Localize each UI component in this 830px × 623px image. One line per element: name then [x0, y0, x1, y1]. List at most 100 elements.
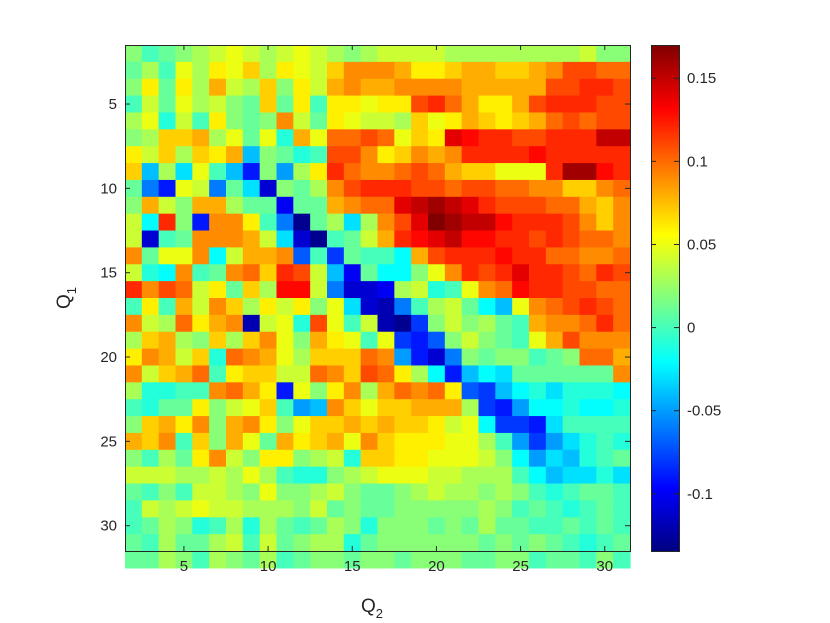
heatmap-cell [125, 517, 143, 535]
heatmap-cell [596, 416, 614, 434]
heatmap-cell [529, 382, 547, 400]
heatmap-cell [461, 281, 480, 299]
heatmap-cell [596, 95, 614, 114]
heatmap-cell [141, 314, 160, 333]
heatmap-cell [310, 95, 328, 114]
heatmap-cell [562, 432, 581, 451]
heatmap-cell [529, 416, 547, 434]
heatmap-cell [175, 399, 193, 417]
heatmap-cell [613, 382, 631, 400]
heatmap-cell [478, 348, 496, 367]
heatmap-cell [377, 196, 395, 215]
heatmap-cell [529, 534, 547, 552]
colorbar-tick-label: -0.1 [687, 486, 713, 503]
heatmap-cell [495, 129, 513, 147]
heatmap-cell [613, 247, 631, 265]
heatmap-cell [226, 298, 244, 316]
heatmap-cell [209, 264, 227, 282]
heatmap-cell [579, 112, 597, 130]
heatmap-cell [343, 179, 362, 198]
colorbar-tick-label: 0.15 [687, 70, 716, 87]
heatmap-cell [579, 163, 597, 181]
heatmap-cell [343, 331, 362, 350]
heatmap-cell [545, 45, 564, 63]
heatmap-cell [226, 146, 244, 164]
heatmap-cell [377, 348, 395, 367]
heatmap-cell [192, 449, 210, 468]
heatmap-cell [428, 382, 446, 400]
heatmap-cell [343, 61, 362, 80]
heatmap-cell [327, 163, 345, 181]
heatmap-cell [579, 348, 597, 367]
heatmap-cell [226, 348, 244, 367]
heatmap-cell [444, 129, 463, 147]
heatmap-cell [394, 196, 412, 215]
heatmap-cell [529, 95, 547, 114]
heatmap-cell [276, 399, 294, 417]
heatmap-cell [192, 466, 210, 485]
heatmap-cell [327, 213, 345, 232]
heatmap-cell [579, 61, 597, 80]
heatmap-cell [394, 112, 412, 130]
heatmap-cell [478, 179, 496, 198]
heatmap-cell [276, 517, 294, 535]
heatmap-cell [226, 399, 244, 417]
heatmap-cell [562, 163, 581, 181]
heatmap-cell [444, 483, 463, 501]
heatmap-cell [242, 298, 261, 316]
heatmap-cell [125, 483, 143, 501]
heatmap-cell [596, 483, 614, 501]
heatmap-cell [293, 230, 311, 248]
heatmap-cell [613, 416, 631, 434]
heatmap-cell [209, 78, 227, 97]
heatmap-cell [175, 78, 193, 97]
heatmap-cell [242, 500, 261, 518]
heatmap-cell [411, 129, 429, 147]
heatmap-cell [175, 95, 193, 114]
heatmap-cell [141, 112, 160, 130]
heatmap-cell [293, 112, 311, 130]
heatmap-cell [343, 45, 362, 63]
heatmap-cell [360, 95, 379, 114]
heatmap-cell [613, 196, 631, 215]
heatmap-cell [529, 112, 547, 130]
heatmap-cell [495, 365, 513, 383]
heatmap-cell [293, 416, 311, 434]
heatmap-cell [158, 551, 177, 569]
heatmap-cell [327, 264, 345, 282]
heatmap-cell [512, 45, 530, 63]
heatmap-cell [478, 534, 496, 552]
heatmap-cell [242, 551, 261, 569]
heatmap-cell [495, 146, 513, 164]
heatmap-cell [394, 281, 412, 299]
heatmap-cell [512, 432, 530, 451]
heatmap-cell [394, 247, 412, 265]
heatmap-cell [613, 466, 631, 485]
heatmap-cell [512, 264, 530, 282]
heatmap-cell [545, 264, 564, 282]
heatmap-cell [192, 129, 210, 147]
heatmap-cell [411, 196, 429, 215]
heatmap-cell [613, 500, 631, 518]
heatmap-cell [394, 146, 412, 164]
heatmap-cell [209, 230, 227, 248]
heatmap-cell [529, 517, 547, 535]
heatmap-cell [444, 517, 463, 535]
heatmap-cell [343, 95, 362, 114]
heatmap-cell [242, 281, 261, 299]
heatmap-cell [276, 146, 294, 164]
heatmap-cell [226, 179, 244, 198]
heatmap-cell [579, 230, 597, 248]
heatmap-cell [209, 298, 227, 316]
heatmap-cell [579, 213, 597, 232]
heatmap-cell [613, 78, 631, 97]
heatmap-cell [343, 466, 362, 485]
heatmap-cell [461, 95, 480, 114]
heatmap-cell [562, 399, 581, 417]
heatmap-cell [545, 348, 564, 367]
heatmap-cell [461, 112, 480, 130]
heatmap-cell [613, 331, 631, 350]
heatmap-cell [259, 314, 278, 333]
colorbar-tick-label: 0 [687, 320, 695, 337]
